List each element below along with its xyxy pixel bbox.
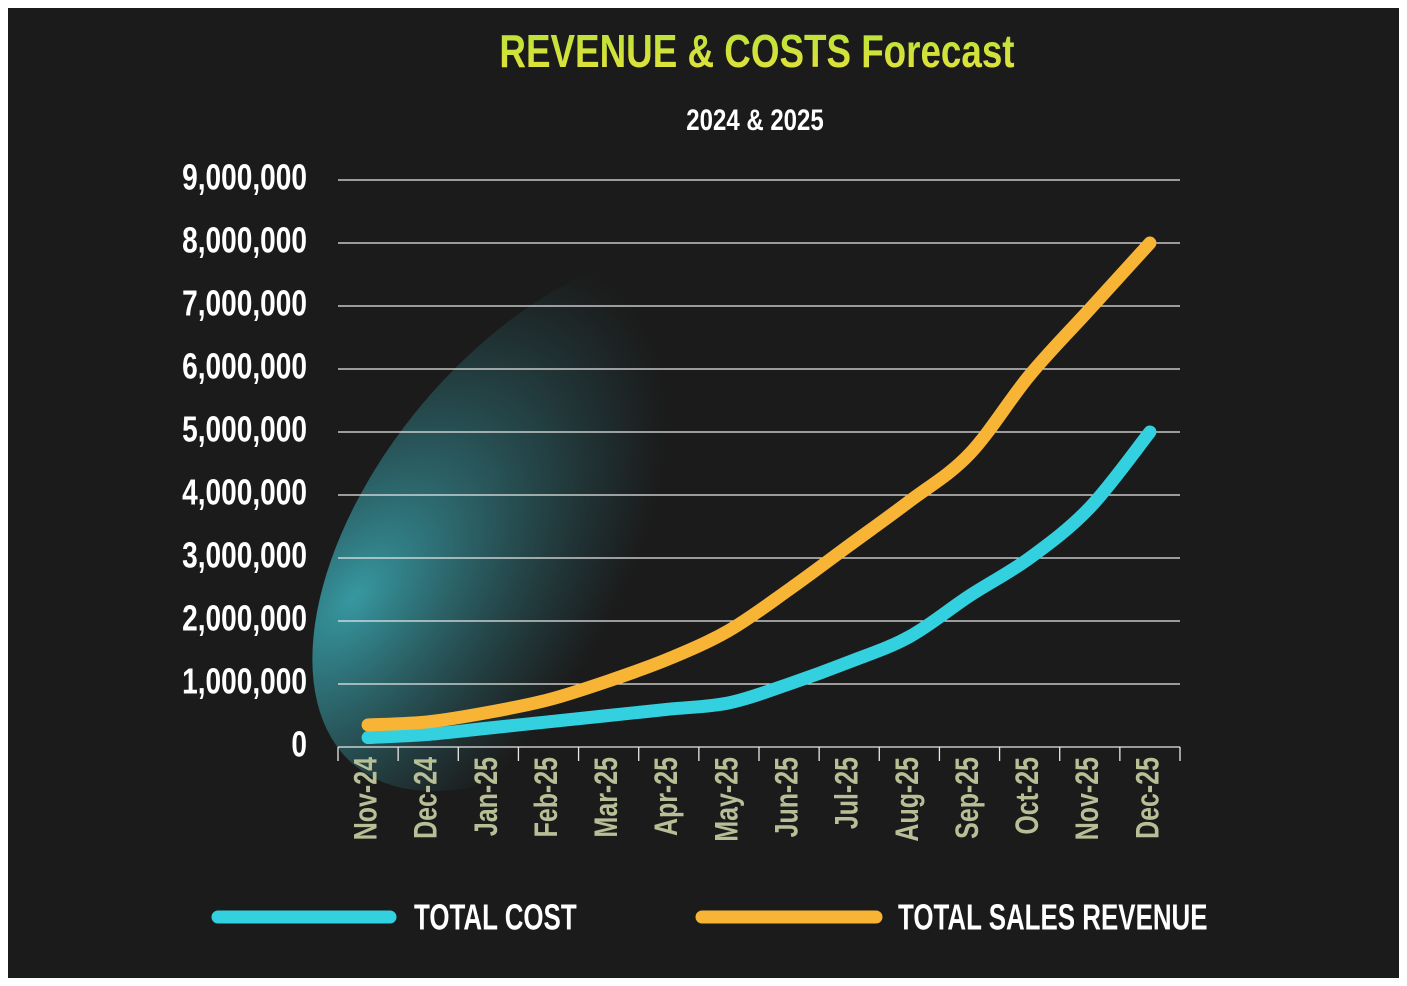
series-line [361, 236, 1157, 732]
x-tick-label: Jan-25 [469, 757, 505, 836]
y-tick-label: 1,000,000 [182, 661, 307, 701]
x-tick-label: Dec-25 [1131, 757, 1167, 839]
x-tick-label: Apr-25 [649, 757, 685, 836]
y-tick-label: 2,000,000 [182, 598, 307, 638]
x-tick-label: Aug-25 [890, 757, 926, 842]
x-tick-label: Feb-25 [529, 757, 565, 837]
x-tick-label: Nov-25 [1070, 757, 1106, 840]
y-tick-label: 0 [291, 724, 307, 764]
x-tick-label: May-25 [710, 757, 746, 842]
x-tick-label: Nov-24 [349, 757, 385, 840]
y-tick-label: 7,000,000 [182, 283, 307, 323]
series-line [361, 425, 1157, 745]
chart-subtitle: 2024 & 2025 [686, 102, 823, 136]
y-tick-label: 5,000,000 [182, 409, 307, 449]
x-tick-label: Sep-25 [950, 757, 986, 839]
legend-label: TOTAL SALES REVENUE [898, 897, 1208, 937]
y-tick-label: 9,000,000 [182, 157, 307, 197]
x-tick-label: Mar-25 [589, 757, 625, 837]
x-tick-label: Jun-25 [770, 757, 806, 837]
x-tick-label: Oct-25 [1010, 757, 1046, 835]
y-tick-label: 3,000,000 [182, 535, 307, 575]
y-tick-label: 8,000,000 [182, 220, 307, 260]
chart-title: REVENUE & COSTS Forecast [499, 25, 1014, 77]
decoration [312, 248, 808, 792]
legend-label: TOTAL COST [414, 897, 577, 937]
x-tick-label: Jul-25 [830, 757, 866, 829]
y-tick-label: 6,000,000 [182, 346, 307, 386]
plot: 0 1,000,000 2,000,000 3,000,000 4,000,000 5,0… [182, 157, 1207, 937]
x-tick-label: Dec-24 [409, 757, 445, 839]
y-tick-label: 4,000,000 [182, 472, 307, 512]
